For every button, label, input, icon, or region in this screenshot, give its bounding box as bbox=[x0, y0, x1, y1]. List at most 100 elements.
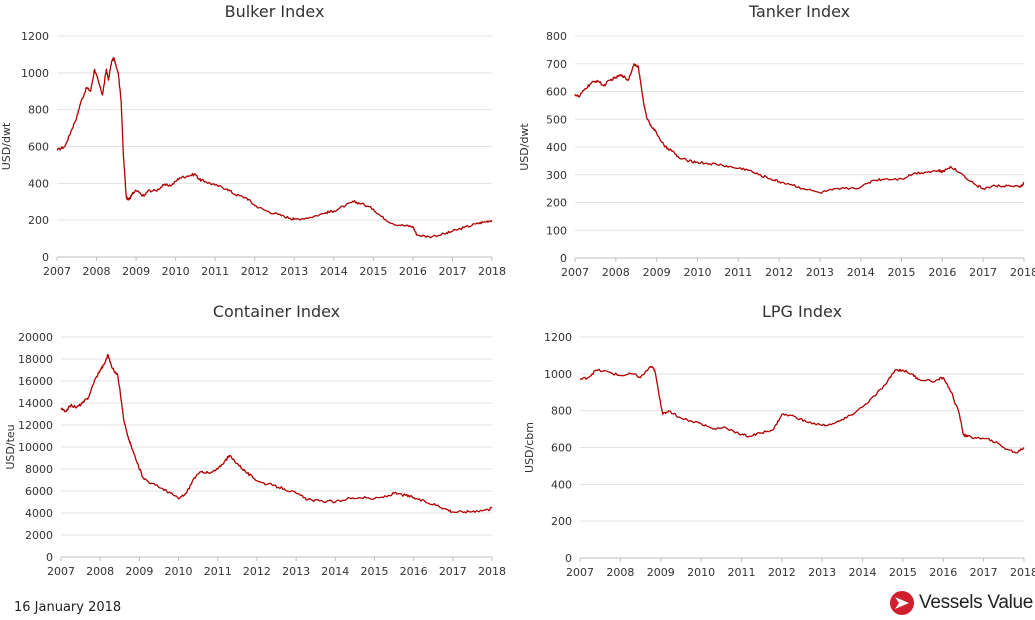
x-tick-label: 2012 bbox=[765, 266, 793, 279]
y-tick-label: 0 bbox=[565, 552, 572, 565]
x-tick-label: 2016 bbox=[400, 565, 428, 578]
x-tick-label: 2016 bbox=[399, 265, 427, 278]
x-tick-label: 2016 bbox=[929, 566, 957, 579]
y-tick-label: 600 bbox=[546, 86, 567, 99]
y-tick-label: 700 bbox=[546, 58, 567, 71]
x-tick-label: 2012 bbox=[243, 565, 271, 578]
vessels-value-logo-icon bbox=[890, 591, 914, 615]
x-tick-label: 2017 bbox=[438, 265, 466, 278]
x-tick-label: 2007 bbox=[47, 565, 75, 578]
x-tick-label: 2015 bbox=[360, 565, 388, 578]
container-index-chart: Container Index 0 2000 4000 6000 8000 10000 120… bbox=[4, 302, 506, 578]
x-tick-label: 2011 bbox=[724, 266, 752, 279]
x-tick-label: 2014 bbox=[849, 566, 877, 579]
y-tick-label: 200 bbox=[28, 214, 49, 227]
x-tick-label: 2009 bbox=[122, 265, 150, 278]
x-tick-label: 2010 bbox=[162, 265, 190, 278]
x-tick-label: 2009 bbox=[647, 566, 675, 579]
x-tick-label: 2011 bbox=[727, 566, 755, 579]
y-tick-label: 2000 bbox=[25, 529, 53, 542]
x-tick-label: 2015 bbox=[888, 266, 916, 279]
x-tick-label: 2015 bbox=[359, 265, 387, 278]
y-tick-label: 400 bbox=[28, 177, 49, 190]
x-tick-label: 2010 bbox=[165, 565, 193, 578]
y-tick-label: 1000 bbox=[21, 67, 49, 80]
x-tick-label: 2017 bbox=[969, 266, 997, 279]
x-tick-label: 2014 bbox=[320, 265, 348, 278]
y-tick-label: 14000 bbox=[18, 397, 53, 410]
x-tick-label: 2012 bbox=[768, 566, 796, 579]
x-tick-label: 2014 bbox=[321, 565, 349, 578]
bulker-index-title: Bulker Index bbox=[225, 2, 325, 21]
y-tick-label: 4000 bbox=[25, 507, 53, 520]
x-tick-label: 2010 bbox=[683, 266, 711, 279]
y-tick-label: 300 bbox=[546, 169, 567, 182]
x-tick-label: 2013 bbox=[282, 565, 310, 578]
x-tick-label: 2014 bbox=[847, 266, 875, 279]
y-tick-label: 0 bbox=[560, 252, 567, 265]
y-tick-label: 1000 bbox=[544, 368, 572, 381]
x-tick-label: 2011 bbox=[201, 265, 229, 278]
x-tick-label: 2008 bbox=[86, 565, 114, 578]
x-tick-label: 2013 bbox=[806, 266, 834, 279]
y-tick-label: 0 bbox=[42, 251, 49, 264]
y-tick-label: 1200 bbox=[544, 331, 572, 344]
tanker-index-title: Tanker Index bbox=[748, 2, 850, 21]
x-tick-label: 2011 bbox=[204, 565, 232, 578]
y-tick-label: 400 bbox=[551, 478, 572, 491]
x-tick-label: 2007 bbox=[561, 266, 589, 279]
y-tick-label: 100 bbox=[546, 224, 567, 237]
y-tick-label: 1200 bbox=[21, 30, 49, 43]
x-tick-label: 2008 bbox=[83, 265, 111, 278]
y-tick-label: 600 bbox=[28, 141, 49, 154]
x-tick-label: 2008 bbox=[606, 566, 634, 579]
x-tick-label: 2010 bbox=[687, 566, 715, 579]
y-tick-label: 0 bbox=[46, 551, 53, 564]
container-index-series-line bbox=[60, 353, 493, 514]
bulker-index-chart: Bulker Index 0 200 400 600 800 1000 1200 2007 200… bbox=[0, 2, 506, 278]
x-tick-label: 2018 bbox=[478, 265, 506, 278]
y-tick-label: 16000 bbox=[18, 375, 53, 388]
bulker-index-y-axis-label: USD/dwt bbox=[0, 122, 13, 170]
bulker-index-series-line bbox=[56, 56, 493, 239]
lpg-index-series-line bbox=[579, 365, 1025, 454]
lpg-index-chart: LPG Index 0 200 400 600 800 1000 1200 2007 2008 20… bbox=[523, 302, 1035, 579]
container-index-y-axis-label: USD/teu bbox=[4, 424, 17, 469]
x-tick-label: 2017 bbox=[439, 565, 467, 578]
y-tick-label: 800 bbox=[551, 405, 572, 418]
x-tick-label: 2018 bbox=[1010, 266, 1035, 279]
x-tick-label: 2013 bbox=[280, 265, 308, 278]
x-tick-label: 2007 bbox=[43, 265, 71, 278]
x-tick-label: 2016 bbox=[928, 266, 956, 279]
y-tick-label: 6000 bbox=[25, 485, 53, 498]
x-tick-label: 2007 bbox=[566, 566, 594, 579]
y-tick-label: 200 bbox=[546, 197, 567, 210]
y-tick-label: 10000 bbox=[18, 441, 53, 454]
x-tick-label: 2017 bbox=[970, 566, 998, 579]
container-index-title: Container Index bbox=[213, 302, 340, 321]
lpg-index-y-axis-label: USD/cbm bbox=[523, 422, 536, 473]
x-tick-label: 2009 bbox=[125, 565, 153, 578]
tanker-index-series-line bbox=[574, 63, 1025, 194]
y-tick-label: 200 bbox=[551, 515, 572, 528]
y-tick-label: 800 bbox=[546, 30, 567, 43]
x-tick-label: 2008 bbox=[602, 266, 630, 279]
y-tick-label: 800 bbox=[28, 104, 49, 117]
y-tick-label: 8000 bbox=[25, 463, 53, 476]
y-tick-label: 500 bbox=[546, 113, 567, 126]
x-tick-label: 2018 bbox=[478, 565, 506, 578]
lpg-index-title: LPG Index bbox=[762, 302, 842, 321]
y-tick-label: 20000 bbox=[18, 331, 53, 344]
y-tick-label: 600 bbox=[551, 442, 572, 455]
y-tick-label: 12000 bbox=[18, 419, 53, 432]
y-tick-label: 18000 bbox=[18, 353, 53, 366]
vessels-value-logo-text: Vessels Value bbox=[919, 592, 1034, 613]
x-tick-label: 2018 bbox=[1010, 566, 1035, 579]
x-tick-label: 2013 bbox=[808, 566, 836, 579]
tanker-index-chart: Tanker Index 0 100 200 300 400 500 600 700 800 200… bbox=[518, 2, 1035, 279]
x-tick-label: 2012 bbox=[241, 265, 269, 278]
tanker-index-y-axis-label: USD/dwt bbox=[518, 123, 531, 171]
x-tick-label: 2015 bbox=[889, 566, 917, 579]
report-date: 16 January 2018 bbox=[14, 600, 122, 615]
